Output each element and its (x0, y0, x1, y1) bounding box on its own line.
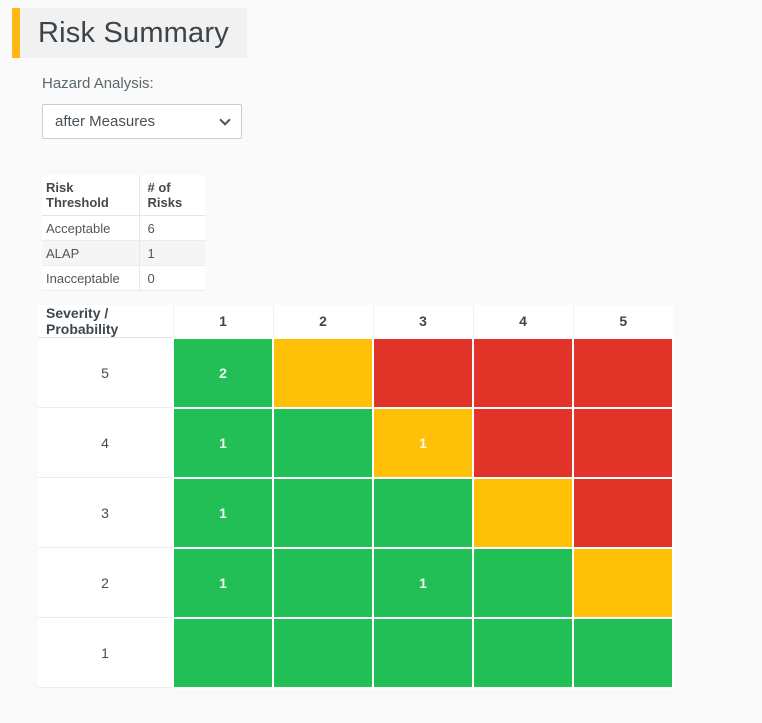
risk-cell-yellow: 1 (372, 406, 474, 479)
risk-cell-green (372, 476, 474, 549)
hazard-analysis-label: Hazard Analysis: (42, 75, 154, 92)
severity-label: 5 (38, 337, 173, 408)
probability-header: 4 (472, 305, 573, 338)
risk-cell-green (272, 476, 374, 549)
probability-header: 5 (572, 305, 673, 338)
severity-label: 3 (38, 477, 173, 548)
threshold-label: ALAP (42, 240, 139, 266)
risk-cell-yellow (472, 476, 574, 549)
matrix-row: 1 (38, 616, 674, 689)
threshold-count: 0 (138, 265, 205, 291)
risk-cell-green (572, 616, 674, 689)
risk-cell-green (272, 406, 374, 479)
probability-header: 2 (272, 305, 373, 338)
risk-cell-red (472, 336, 574, 409)
page-title-block: Risk Summary (12, 8, 247, 58)
risk-cell-green (472, 616, 574, 689)
risk-cell-red (472, 406, 574, 479)
threshold-count: 6 (138, 215, 205, 241)
count-column-header: # of Risks (138, 175, 205, 216)
probability-header: 3 (372, 305, 473, 338)
threshold-table-body: Acceptable 6 ALAP 1 Inacceptable 0 (42, 215, 205, 291)
threshold-row: Acceptable 6 (42, 215, 205, 241)
threshold-label: Inacceptable (42, 265, 139, 291)
risk-cell-green: 1 (172, 476, 274, 549)
risk-cell-red (572, 476, 674, 549)
hazard-analysis-select[interactable]: after Measures (42, 104, 242, 139)
risk-cell-green: 2 (172, 336, 274, 409)
risk-cell-red (372, 336, 474, 409)
severity-label: 4 (38, 407, 173, 478)
risk-cell-yellow (572, 546, 674, 619)
threshold-column-header: Risk Threshold (42, 175, 139, 216)
threshold-label: Acceptable (42, 215, 139, 241)
severity-label: 2 (38, 547, 173, 618)
risk-cell-green (472, 546, 574, 619)
threshold-row: Inacceptable 0 (42, 265, 205, 291)
risk-cell-red (572, 336, 674, 409)
threshold-count: 1 (138, 240, 205, 266)
risk-cell-green: 1 (172, 406, 274, 479)
threshold-header-row: Risk Threshold # of Risks (42, 175, 205, 216)
risk-threshold-table: Risk Threshold # of Risks Acceptable 6 ALA… (42, 175, 205, 291)
hazard-analysis-select-wrap: after Measures (42, 104, 242, 139)
risk-cell-green: 1 (372, 546, 474, 619)
probability-header: 1 (172, 305, 273, 338)
severity-label: 1 (38, 617, 173, 688)
risk-cell-green (272, 616, 374, 689)
matrix-corner-label: Severity / Probability (38, 305, 173, 338)
risk-cell-red (572, 406, 674, 479)
risk-cell-yellow (272, 336, 374, 409)
threshold-row: ALAP 1 (42, 240, 205, 266)
risk-cell-green: 1 (172, 546, 274, 619)
risk-cell-green (272, 546, 374, 619)
risk-cell-green (172, 616, 274, 689)
threshold-table-head: Risk Threshold # of Risks (42, 175, 205, 216)
page-title: Risk Summary (38, 16, 229, 49)
risk-cell-green (372, 616, 474, 689)
